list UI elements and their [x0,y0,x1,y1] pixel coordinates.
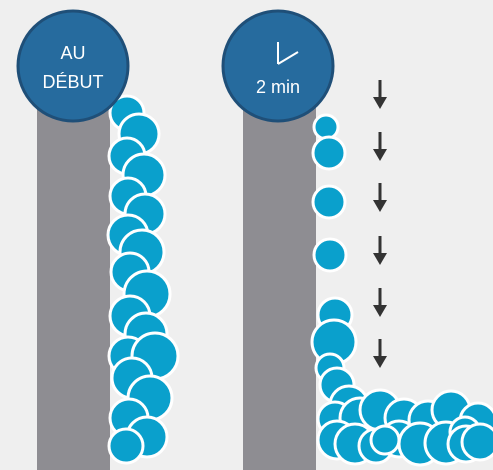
clock-icon [277,42,299,65]
panel-two-min: 2 min [221,9,493,470]
drops-two-min [310,113,493,467]
down-arrow-icon [373,288,387,317]
down-arrow-icon [373,80,387,109]
time-badge: 2 min [221,9,335,123]
start-badge-line1: AU [60,43,85,63]
falling-arrows [373,80,387,368]
water-drop [460,422,493,462]
drops-start [106,94,180,465]
wall-two-min [243,78,316,470]
panel-start: AU DÉBUT [16,9,180,470]
down-arrow-icon [373,339,387,368]
time-badge-circle [221,9,335,123]
start-badge-circle [16,9,130,123]
start-badge: AU DÉBUT [16,9,130,123]
water-drop [107,427,145,465]
water-drop [312,113,340,141]
water-drop [312,237,348,273]
time-badge-text: 2 min [256,77,300,97]
down-arrow-icon [373,236,387,265]
water-drop [311,184,347,220]
down-arrow-icon [373,132,387,161]
down-arrow-icon [373,183,387,212]
wall-start [37,78,110,470]
water-drop [369,424,401,456]
start-badge-line2: DÉBUT [42,72,103,92]
water-drop [311,135,347,171]
